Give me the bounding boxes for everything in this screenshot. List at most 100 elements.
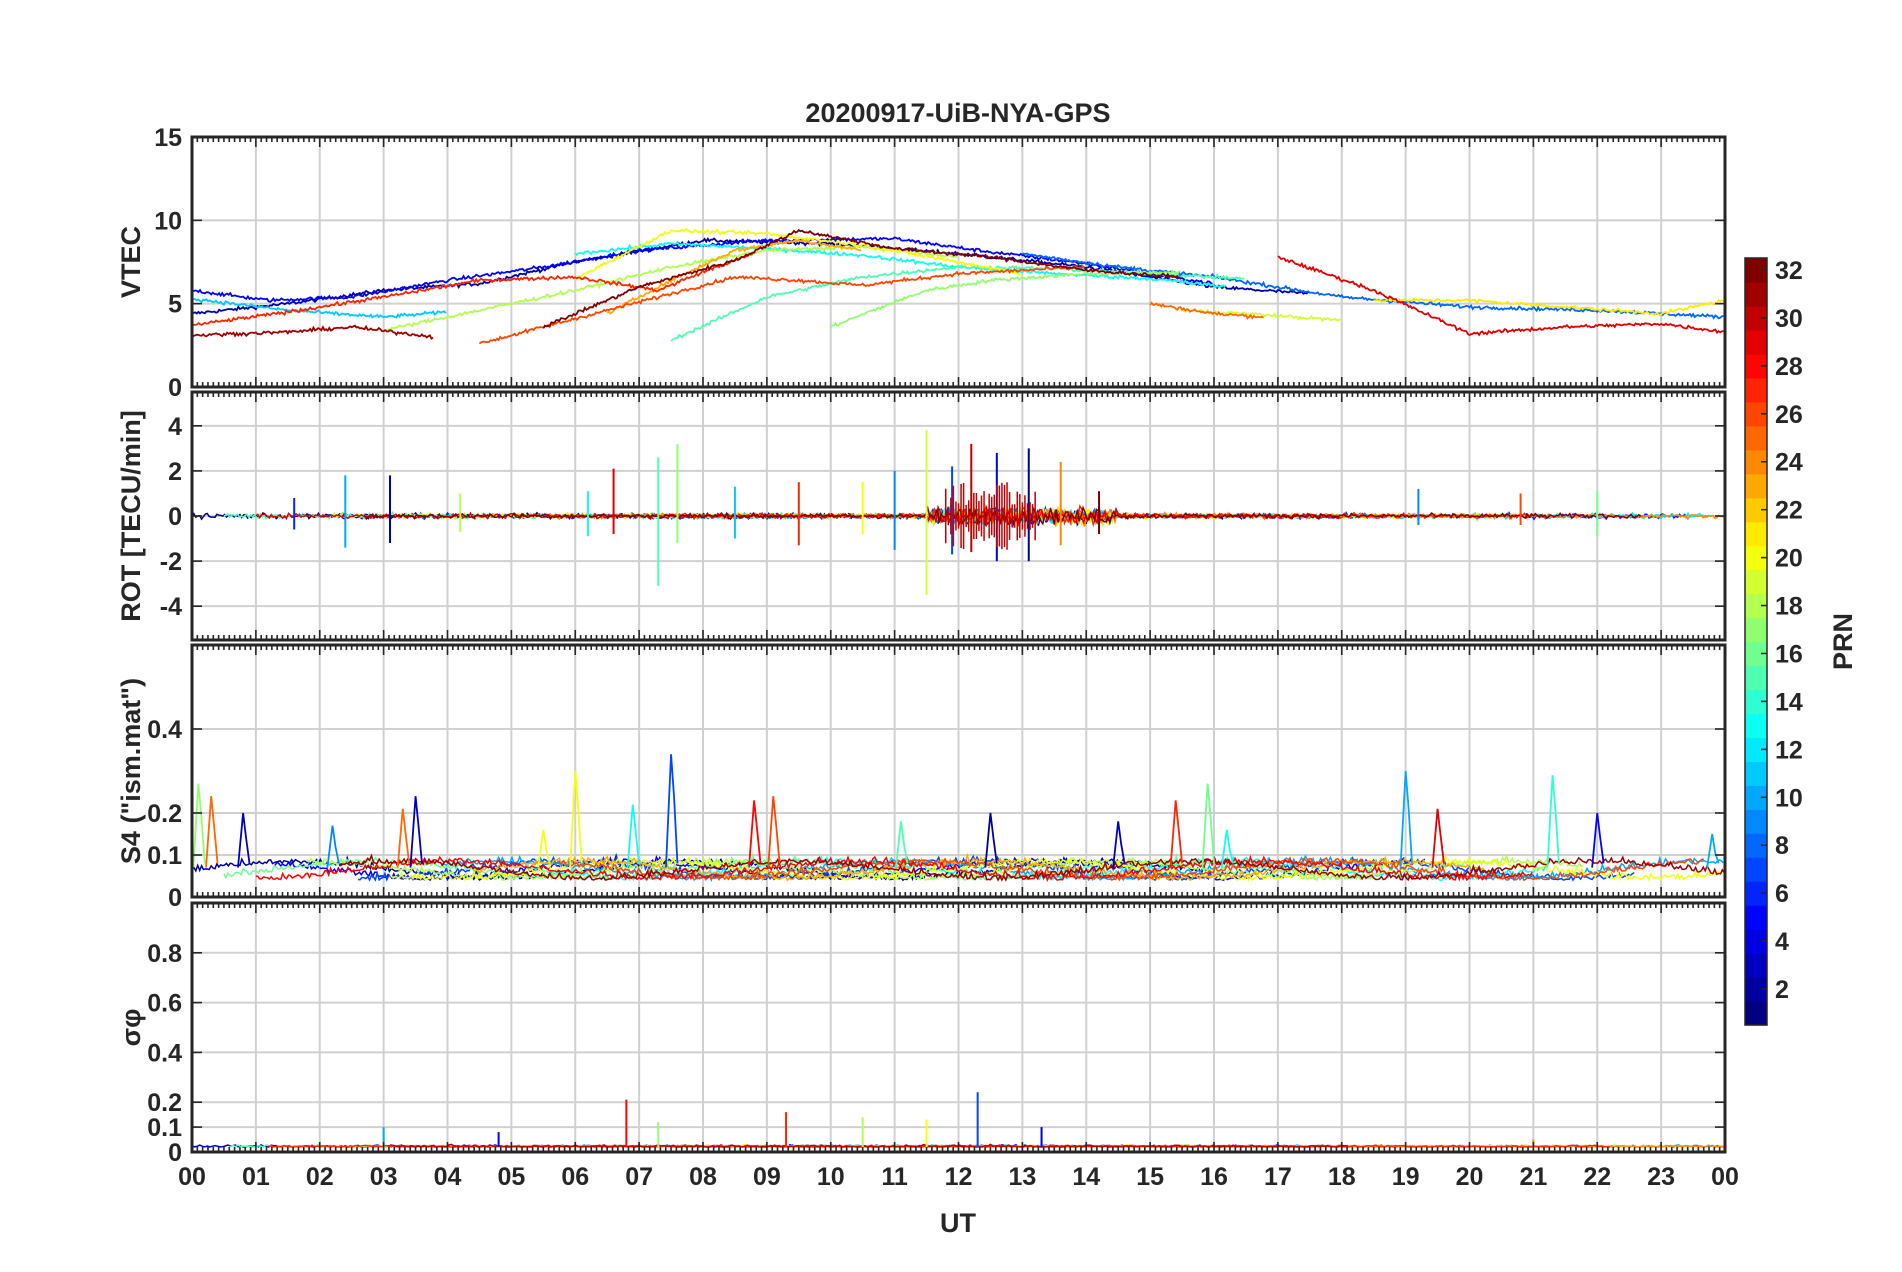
colorbar-cell (1745, 569, 1767, 595)
colorbar-cell (1745, 977, 1767, 1002)
s4-trace-prn-26 (555, 855, 1704, 882)
colorbar-tick-label: 10 (1775, 784, 1803, 812)
x-tick-label: 00 (178, 1163, 206, 1191)
s4-peak (1546, 775, 1560, 868)
sigma-phi-panel: 00.10.2 0.4 0.6 0.8 00 01 02 03 04 05 06 07 08 09 10 11… (116, 901, 1739, 1191)
y-tick-label: 0 (168, 884, 182, 912)
x-tick-label: 11 (881, 1163, 908, 1191)
colorbar-tick-label: 30 (1775, 305, 1803, 333)
y-tick-label: 2 (168, 458, 182, 486)
colorbar-tick-label: 6 (1775, 880, 1789, 908)
x-tick-label: 22 (1583, 1163, 1611, 1191)
sigma-trace-prn-30 (389, 1143, 1349, 1148)
colorbar-cell (1745, 857, 1767, 882)
colorbar-tick-label: 26 (1775, 401, 1803, 429)
panel-frame (190, 390, 1727, 642)
vtec-trace-prn-17 (830, 269, 1181, 329)
s4-peak (1220, 829, 1235, 868)
colorbar-cell (1745, 953, 1767, 978)
x-tick-label: 07 (625, 1163, 653, 1191)
s4-peak (205, 796, 219, 868)
vtec-trace-prn-20 (574, 227, 1022, 281)
s4-peak (192, 783, 206, 868)
x-tick-label: 05 (497, 1163, 525, 1191)
y-tick-label: 15 (154, 124, 182, 152)
colorbar-frame (1744, 257, 1768, 1026)
rot-y-label: ROT [TECU/min] (116, 410, 146, 621)
colorbar-cell (1745, 689, 1767, 715)
s4-peak (1431, 808, 1445, 868)
figure-title: 20200917-UiB-NYA-GPS (805, 98, 1110, 128)
y-tick-label: -2 (160, 548, 182, 576)
colorbar-tick-label: 12 (1775, 736, 1803, 764)
s4-peak (1112, 821, 1126, 868)
x-tick-label: 04 (434, 1163, 462, 1191)
panel-frame (190, 901, 1727, 1154)
s4-peak (626, 804, 641, 868)
colorbar-cell (1745, 785, 1767, 810)
s4-peak (1169, 800, 1183, 868)
s4-peak (1591, 812, 1605, 868)
s4-peak (1201, 783, 1215, 868)
y-tick-label: 4 (168, 413, 182, 441)
sigma-y-label: σφ (116, 1009, 146, 1047)
x-tick-label: 12 (945, 1163, 973, 1191)
colorbar-cell (1745, 545, 1767, 571)
colorbar-tick-label: 18 (1775, 593, 1803, 621)
panel-frame (190, 643, 1727, 899)
x-tick-label: 02 (306, 1163, 334, 1191)
s4-peak (748, 800, 762, 868)
vtec-trace-prn-31 (191, 324, 434, 340)
colorbar-cell (1745, 593, 1767, 619)
colorbar-tick-label: 24 (1775, 449, 1803, 477)
colorbar-tick-label: 8 (1775, 832, 1789, 860)
s4-peak (1399, 770, 1413, 868)
x-tick-label: 20 (1456, 1163, 1484, 1191)
colorbar-cell (1745, 617, 1767, 643)
colorbar-cell (1745, 329, 1767, 355)
x-tick-label: 21 (1519, 1163, 1547, 1191)
s4-trace-prn-20 (389, 855, 1725, 882)
vtec-trace-prn-23 (606, 238, 862, 315)
colorbar-cell (1745, 377, 1767, 403)
vtec-trace-prn-8 (1022, 252, 1724, 320)
y-tick-label: 0 (168, 503, 182, 531)
rot-panel: -4 -2 0 2 4 ROT [TECU/min] (116, 390, 1727, 642)
colorbar-cell (1745, 449, 1767, 475)
colorbar-cell (1745, 425, 1767, 451)
colorbar-cell (1745, 833, 1767, 858)
s4-peak (665, 754, 679, 868)
colorbar-cell (1745, 881, 1767, 906)
colorbar-tick-label: 4 (1775, 928, 1789, 956)
y-tick-label: 0.6 (147, 990, 182, 1018)
x-tick-label: 16 (1200, 1163, 1228, 1191)
colorbar-cell (1745, 401, 1767, 427)
s4-peak (895, 821, 909, 868)
y-tick-label: 0.4 (147, 1039, 182, 1067)
s4-y-label: S4 ("ism.mat") (116, 678, 146, 864)
x-tick-label: 09 (753, 1163, 781, 1191)
s4-panel: 0 0.1 0.2 0.4S4 ("ism.mat") (116, 643, 1727, 912)
colorbar-cell (1745, 905, 1767, 930)
y-tick-label: 5 (168, 291, 182, 319)
s4-peak (409, 796, 423, 868)
colorbar-cell (1745, 353, 1767, 379)
vtec-trace-prn-25 (1149, 301, 1265, 320)
y-tick-label: 0.1 (147, 1114, 182, 1142)
s4-peak (537, 829, 551, 868)
y-tick-label: 0.4 (147, 716, 182, 744)
vtec-trace-prn-11 (192, 297, 447, 319)
s4-trace-prn-18 (306, 853, 1584, 882)
colorbar-cell (1745, 809, 1767, 834)
vtec-trace-prn-18 (383, 245, 958, 332)
y-tick-label: -4 (160, 593, 182, 621)
colorbar-tick-label: 16 (1775, 640, 1803, 668)
x-tick-label: 08 (689, 1163, 717, 1191)
vtec-trace-prn-29 (1277, 255, 1724, 337)
x-tick-label: 13 (1008, 1163, 1036, 1191)
vtec-panel: 0 5 10 15 VTEC (116, 124, 1727, 402)
x-tick-label: 14 (1072, 1163, 1100, 1191)
colorbar-cell (1745, 713, 1767, 738)
